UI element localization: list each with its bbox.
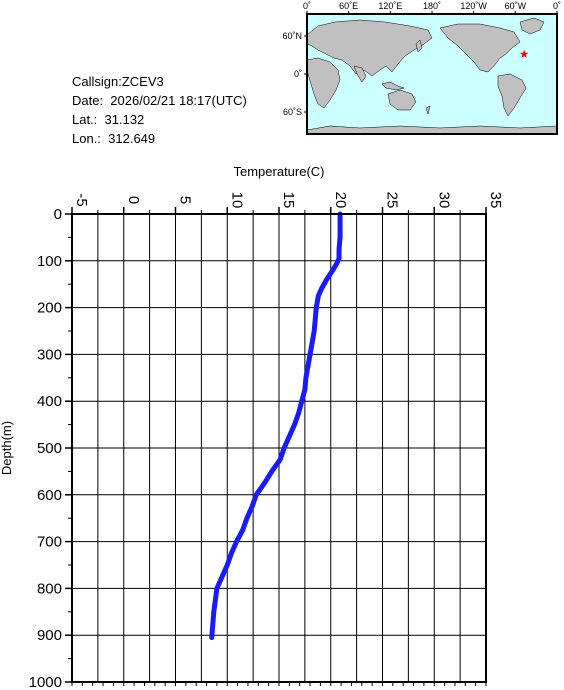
greenland-landmass xyxy=(519,17,545,35)
profile-point xyxy=(338,248,340,250)
profile-point xyxy=(320,288,323,290)
profile-point xyxy=(339,224,341,227)
profile-point xyxy=(311,341,313,344)
profile-point xyxy=(212,611,215,613)
profile-point xyxy=(309,353,311,356)
x-tick-label: 25 xyxy=(384,192,401,209)
north-america-landmass xyxy=(439,23,521,73)
x-tick-label: 20 xyxy=(332,192,349,209)
y-tick-label: 200 xyxy=(37,300,62,317)
map-marker xyxy=(519,49,529,58)
india-landmass xyxy=(353,65,367,83)
x-tick-label: 35 xyxy=(487,192,504,209)
x-tick-label: 15 xyxy=(280,192,297,209)
profile-point xyxy=(279,458,281,461)
profile-point xyxy=(241,529,244,531)
callsign-text: Callsign:ZCEV3 xyxy=(72,74,164,89)
y-tick-label: 700 xyxy=(37,534,62,551)
map-lon-label: 60˚E xyxy=(339,1,358,11)
profile-point xyxy=(315,306,318,309)
map-frame xyxy=(306,13,558,135)
y-tick-label: 900 xyxy=(37,627,62,644)
profile-point xyxy=(305,377,307,379)
y-tick-label: 500 xyxy=(37,440,62,457)
map-lon-label: 0˚ xyxy=(553,1,561,11)
location-map: 0˚ 60˚E 120˚E 180˚ 120˚W 60˚W 0˚ 60˚N 0˚ 60˚S xyxy=(282,1,561,135)
star-icon xyxy=(519,49,529,58)
profile-point xyxy=(314,318,317,321)
profile-point xyxy=(288,435,291,438)
y-tick-label: 600 xyxy=(37,487,62,504)
y-tick-label: 1000 xyxy=(29,674,62,690)
map-lat-label: 60˚N xyxy=(282,31,302,41)
profile-point xyxy=(300,400,303,403)
map-ticks xyxy=(304,11,558,113)
profile-point xyxy=(339,236,341,239)
map-labels: 0˚ 60˚E 120˚E 180˚ 120˚W 60˚W 0˚ 60˚N 0˚ 60˚S xyxy=(282,1,561,117)
chart-series xyxy=(209,211,343,641)
profile-point xyxy=(307,365,309,367)
plot-frame xyxy=(71,213,487,683)
x-tick-label: 10 xyxy=(228,192,245,209)
profile-point xyxy=(313,330,315,332)
map-lon-label: 60˚W xyxy=(505,1,527,11)
profile-point xyxy=(210,636,213,639)
x-axis-label: Temperature(C) xyxy=(233,164,324,179)
y-tick-label: 800 xyxy=(37,580,62,597)
y-axis-label: Depth(m) xyxy=(0,421,14,475)
profile-point xyxy=(255,494,258,496)
profile-point xyxy=(226,564,229,566)
latitude-text: Lat.: 31.132 xyxy=(72,112,145,127)
profile-point xyxy=(235,540,238,543)
x-tick-label: 5 xyxy=(177,196,194,204)
y-tick-label: 0 xyxy=(54,206,62,223)
profile-point xyxy=(263,482,266,484)
profile-point xyxy=(283,447,285,449)
profile-point xyxy=(246,517,248,519)
profile-point xyxy=(251,505,253,508)
profile-point xyxy=(325,278,328,281)
profile-point xyxy=(293,423,296,426)
profile-point xyxy=(339,213,341,215)
profile-point xyxy=(304,388,306,391)
y-tick-label: 100 xyxy=(37,253,62,270)
longitude-text: Lon.: 312.649 xyxy=(72,131,156,146)
map-lat-label: 60˚S xyxy=(283,107,302,117)
map-lon-label: 0˚ xyxy=(303,1,311,11)
temperature-profile-line xyxy=(209,211,343,641)
indonesia-landmass xyxy=(381,81,405,91)
profile-point xyxy=(230,552,233,555)
map-lat-label: 0˚ xyxy=(294,69,302,79)
profile-point xyxy=(338,257,340,260)
profile-point xyxy=(270,470,273,473)
x-tick-label: 0 xyxy=(125,196,142,204)
south-america-landmass xyxy=(497,73,527,117)
profile-point xyxy=(332,269,334,271)
eurasia-landmass xyxy=(306,19,433,77)
y-tick-label: 400 xyxy=(37,393,62,410)
profile-point xyxy=(336,262,338,264)
new-zealand-landmass xyxy=(425,105,431,115)
map-lon-label: 180˚ xyxy=(423,1,441,11)
x-tick-label: 30 xyxy=(435,192,452,209)
profile-point xyxy=(317,295,320,297)
date-text: Date: 2026/02/21 18:17(UTC) xyxy=(72,93,247,108)
japan-landmass xyxy=(415,39,423,53)
profile-point xyxy=(221,575,223,578)
profile-point xyxy=(297,412,300,414)
africa-landmass xyxy=(306,57,341,109)
chart-ticks: -5 0 5 10 15 20 25 30 35 0 100 200 300 400 500 600 700 80… xyxy=(29,192,504,690)
x-tick-label: -5 xyxy=(73,193,90,206)
y-tick-label: 300 xyxy=(37,346,62,363)
map-lon-label: 120˚W xyxy=(460,1,487,11)
map-lon-label: 120˚E xyxy=(378,1,402,11)
float-info-panel: Callsign:ZCEV3 Date: 2026/02/21 18:17(UT… xyxy=(72,72,247,148)
profile-point xyxy=(216,587,218,590)
australia-landmass xyxy=(387,89,417,111)
chart-grid xyxy=(71,213,487,683)
